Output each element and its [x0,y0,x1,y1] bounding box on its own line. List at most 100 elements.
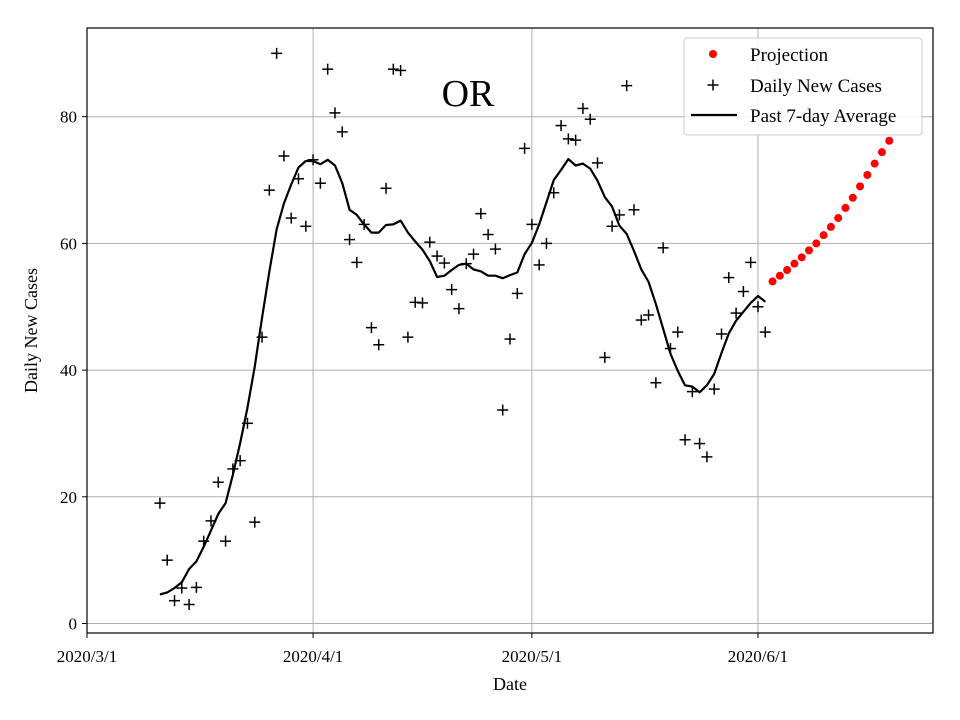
daily-case-marker [606,220,618,232]
daily-case-marker [526,218,538,230]
projection-point [834,214,843,223]
daily-case-marker [190,581,202,593]
daily-case-marker [489,243,501,255]
x-tick-label: 2020/5/1 [502,647,562,666]
daily-case-marker [161,554,173,566]
daily-case-marker [737,286,749,298]
y-tick-label: 80 [60,108,77,127]
x-tick-label: 2020/6/1 [728,647,788,666]
daily-case-marker [759,326,771,338]
daily-case-marker [548,187,560,199]
daily-marker-layer [154,47,771,610]
daily-case-marker [519,142,531,154]
daily-case-marker [314,177,326,189]
projection-point [856,182,865,191]
y-tick-label: 40 [60,361,77,380]
daily-case-marker [511,287,523,299]
projection-point [768,277,777,286]
daily-case-marker [227,463,239,475]
daily-case-marker [438,257,450,269]
daily-case-marker [416,297,428,309]
x-tick-label: 2020/3/1 [57,647,117,666]
daily-case-marker [263,184,275,196]
daily-case-marker [205,515,217,527]
daily-case-marker [482,229,494,241]
daily-case-marker [584,113,596,125]
daily-case-marker [504,333,516,345]
projection-point [863,170,872,179]
projection-point [848,193,857,202]
daily-case-marker [540,237,552,249]
daily-case-marker [752,301,764,313]
x-axis-label: Date [493,674,527,694]
daily-case-marker [380,182,392,194]
average-line [159,158,766,596]
daily-case-marker [460,258,472,270]
legend-box [683,37,923,136]
daily-case-marker [570,134,582,146]
daily-case-marker [613,209,625,221]
daily-case-marker [708,383,720,395]
daily-case-marker [234,455,246,467]
average-line-layer [159,158,766,596]
daily-case-marker [497,404,509,416]
daily-case-marker [592,157,604,169]
x-tick-label: 2020/4/1 [283,647,343,666]
legend-daily-label: Daily New Cases [750,76,882,97]
daily-case-marker [271,47,283,59]
daily-case-marker [745,256,757,268]
daily-case-marker [533,259,545,271]
axis-ticks: 2020/3/1 2020/4/1 2020/5/1 2020/6/1 0 20 40 60 8… [57,108,788,666]
projection-point [877,148,886,157]
y-tick-label: 20 [60,488,77,507]
daily-case-marker [424,236,436,248]
daily-case-marker [716,328,727,340]
daily-case-marker [577,102,589,114]
daily-case-marker [453,303,465,315]
daily-case-marker [468,248,480,260]
legend-projection-label: Projection [750,45,829,66]
daily-case-marker [293,173,304,185]
projection-point [819,231,828,240]
projection-point [775,271,784,280]
daily-case-marker [657,242,669,254]
daily-case-marker [672,326,684,338]
projection-point [826,222,835,231]
daily-case-marker [387,63,399,75]
daily-case-marker [358,218,370,230]
daily-case-marker [198,535,210,547]
daily-case-marker [329,107,341,119]
y-tick-label: 60 [60,234,77,253]
projection-point [797,253,806,262]
daily-case-marker [365,322,377,334]
legend-daily-marker [707,79,719,91]
daily-case-marker [664,343,676,355]
projection-point [783,266,792,274]
projection-point [790,259,799,268]
daily-case-marker [300,220,312,232]
daily-case-marker [241,417,253,429]
daily-case-marker [307,154,319,166]
projection-dot-layer [768,136,894,286]
daily-case-marker [475,208,487,220]
daily-case-marker [643,309,655,321]
legend-average-label: Past 7-day Average [750,106,896,127]
daily-case-marker [373,339,385,351]
daily-case-marker [628,204,640,216]
daily-case-marker [344,234,356,246]
state-label: OR [442,73,495,115]
projection-point [841,203,850,212]
daily-case-marker [212,476,224,488]
daily-case-marker [220,535,232,547]
y-tick-label: 0 [69,614,78,633]
y-axis-label: Daily New Cases [21,268,41,393]
daily-case-marker [723,272,735,284]
daily-case-marker [562,133,574,145]
daily-case-marker [446,284,458,296]
daily-case-marker [701,451,713,463]
projection-point [805,246,814,255]
daily-case-marker [351,256,363,268]
daily-case-marker [285,212,297,224]
plot-frame [86,27,934,634]
